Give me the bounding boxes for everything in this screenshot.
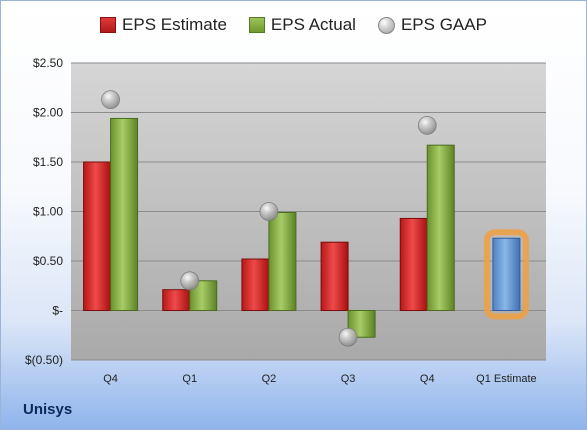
gaap-point bbox=[417, 115, 437, 135]
actual-swatch bbox=[248, 17, 265, 33]
x-tick-label: Q2 bbox=[262, 373, 277, 385]
x-tick-label: Q1 bbox=[182, 373, 197, 385]
bar-eps-actual bbox=[110, 117, 139, 311]
y-tick-label: $1.50 bbox=[33, 155, 63, 169]
gaap-point bbox=[180, 271, 200, 291]
bar-eps-estimate bbox=[399, 217, 428, 311]
legend-label-estimate: EPS Estimate bbox=[122, 15, 227, 34]
estimate-highlight-glow bbox=[483, 229, 529, 320]
legend-item-actual: EPS Actual bbox=[248, 15, 356, 35]
bar-eps-estimate bbox=[162, 289, 191, 311]
bar-eps-estimate bbox=[320, 241, 349, 311]
y-tick-label: $2.50 bbox=[33, 56, 63, 70]
x-tick-label: Q4 bbox=[420, 373, 435, 385]
gaap-swatch bbox=[377, 16, 395, 34]
x-tick-label: Q4 bbox=[103, 373, 118, 385]
company-label: Unisys bbox=[23, 401, 73, 418]
legend-label-actual: EPS Actual bbox=[270, 15, 356, 34]
gaap-point bbox=[259, 202, 279, 221]
legend-label-gaap: EPS GAAP bbox=[400, 15, 487, 34]
estimate-swatch bbox=[100, 17, 117, 33]
y-tick-label: $2.00 bbox=[33, 106, 63, 120]
x-tick-label: Q3 bbox=[341, 373, 356, 385]
gaap-point bbox=[101, 90, 120, 110]
bar-eps-actual bbox=[347, 310, 376, 338]
bar-eps-estimate bbox=[83, 161, 112, 311]
y-tick-label: $0.50 bbox=[33, 254, 63, 268]
y-tick-label: $1.00 bbox=[33, 205, 63, 219]
legend-item-estimate: EPS Estimate bbox=[100, 15, 227, 35]
bar-q1-estimate bbox=[492, 237, 521, 311]
y-tick-label: $- bbox=[52, 304, 63, 318]
bar-eps-actual bbox=[426, 144, 455, 311]
gaap-point bbox=[338, 327, 358, 347]
legend-item-gaap: EPS GAAP bbox=[377, 15, 487, 35]
y-tick-label: $(0.50) bbox=[25, 353, 63, 367]
legend: EPS Estimate EPS Actual EPS GAAP bbox=[1, 15, 586, 35]
x-tick-label: Q1 Estimate bbox=[476, 373, 537, 385]
bar-eps-estimate bbox=[241, 258, 270, 311]
bar-eps-actual bbox=[268, 211, 297, 312]
